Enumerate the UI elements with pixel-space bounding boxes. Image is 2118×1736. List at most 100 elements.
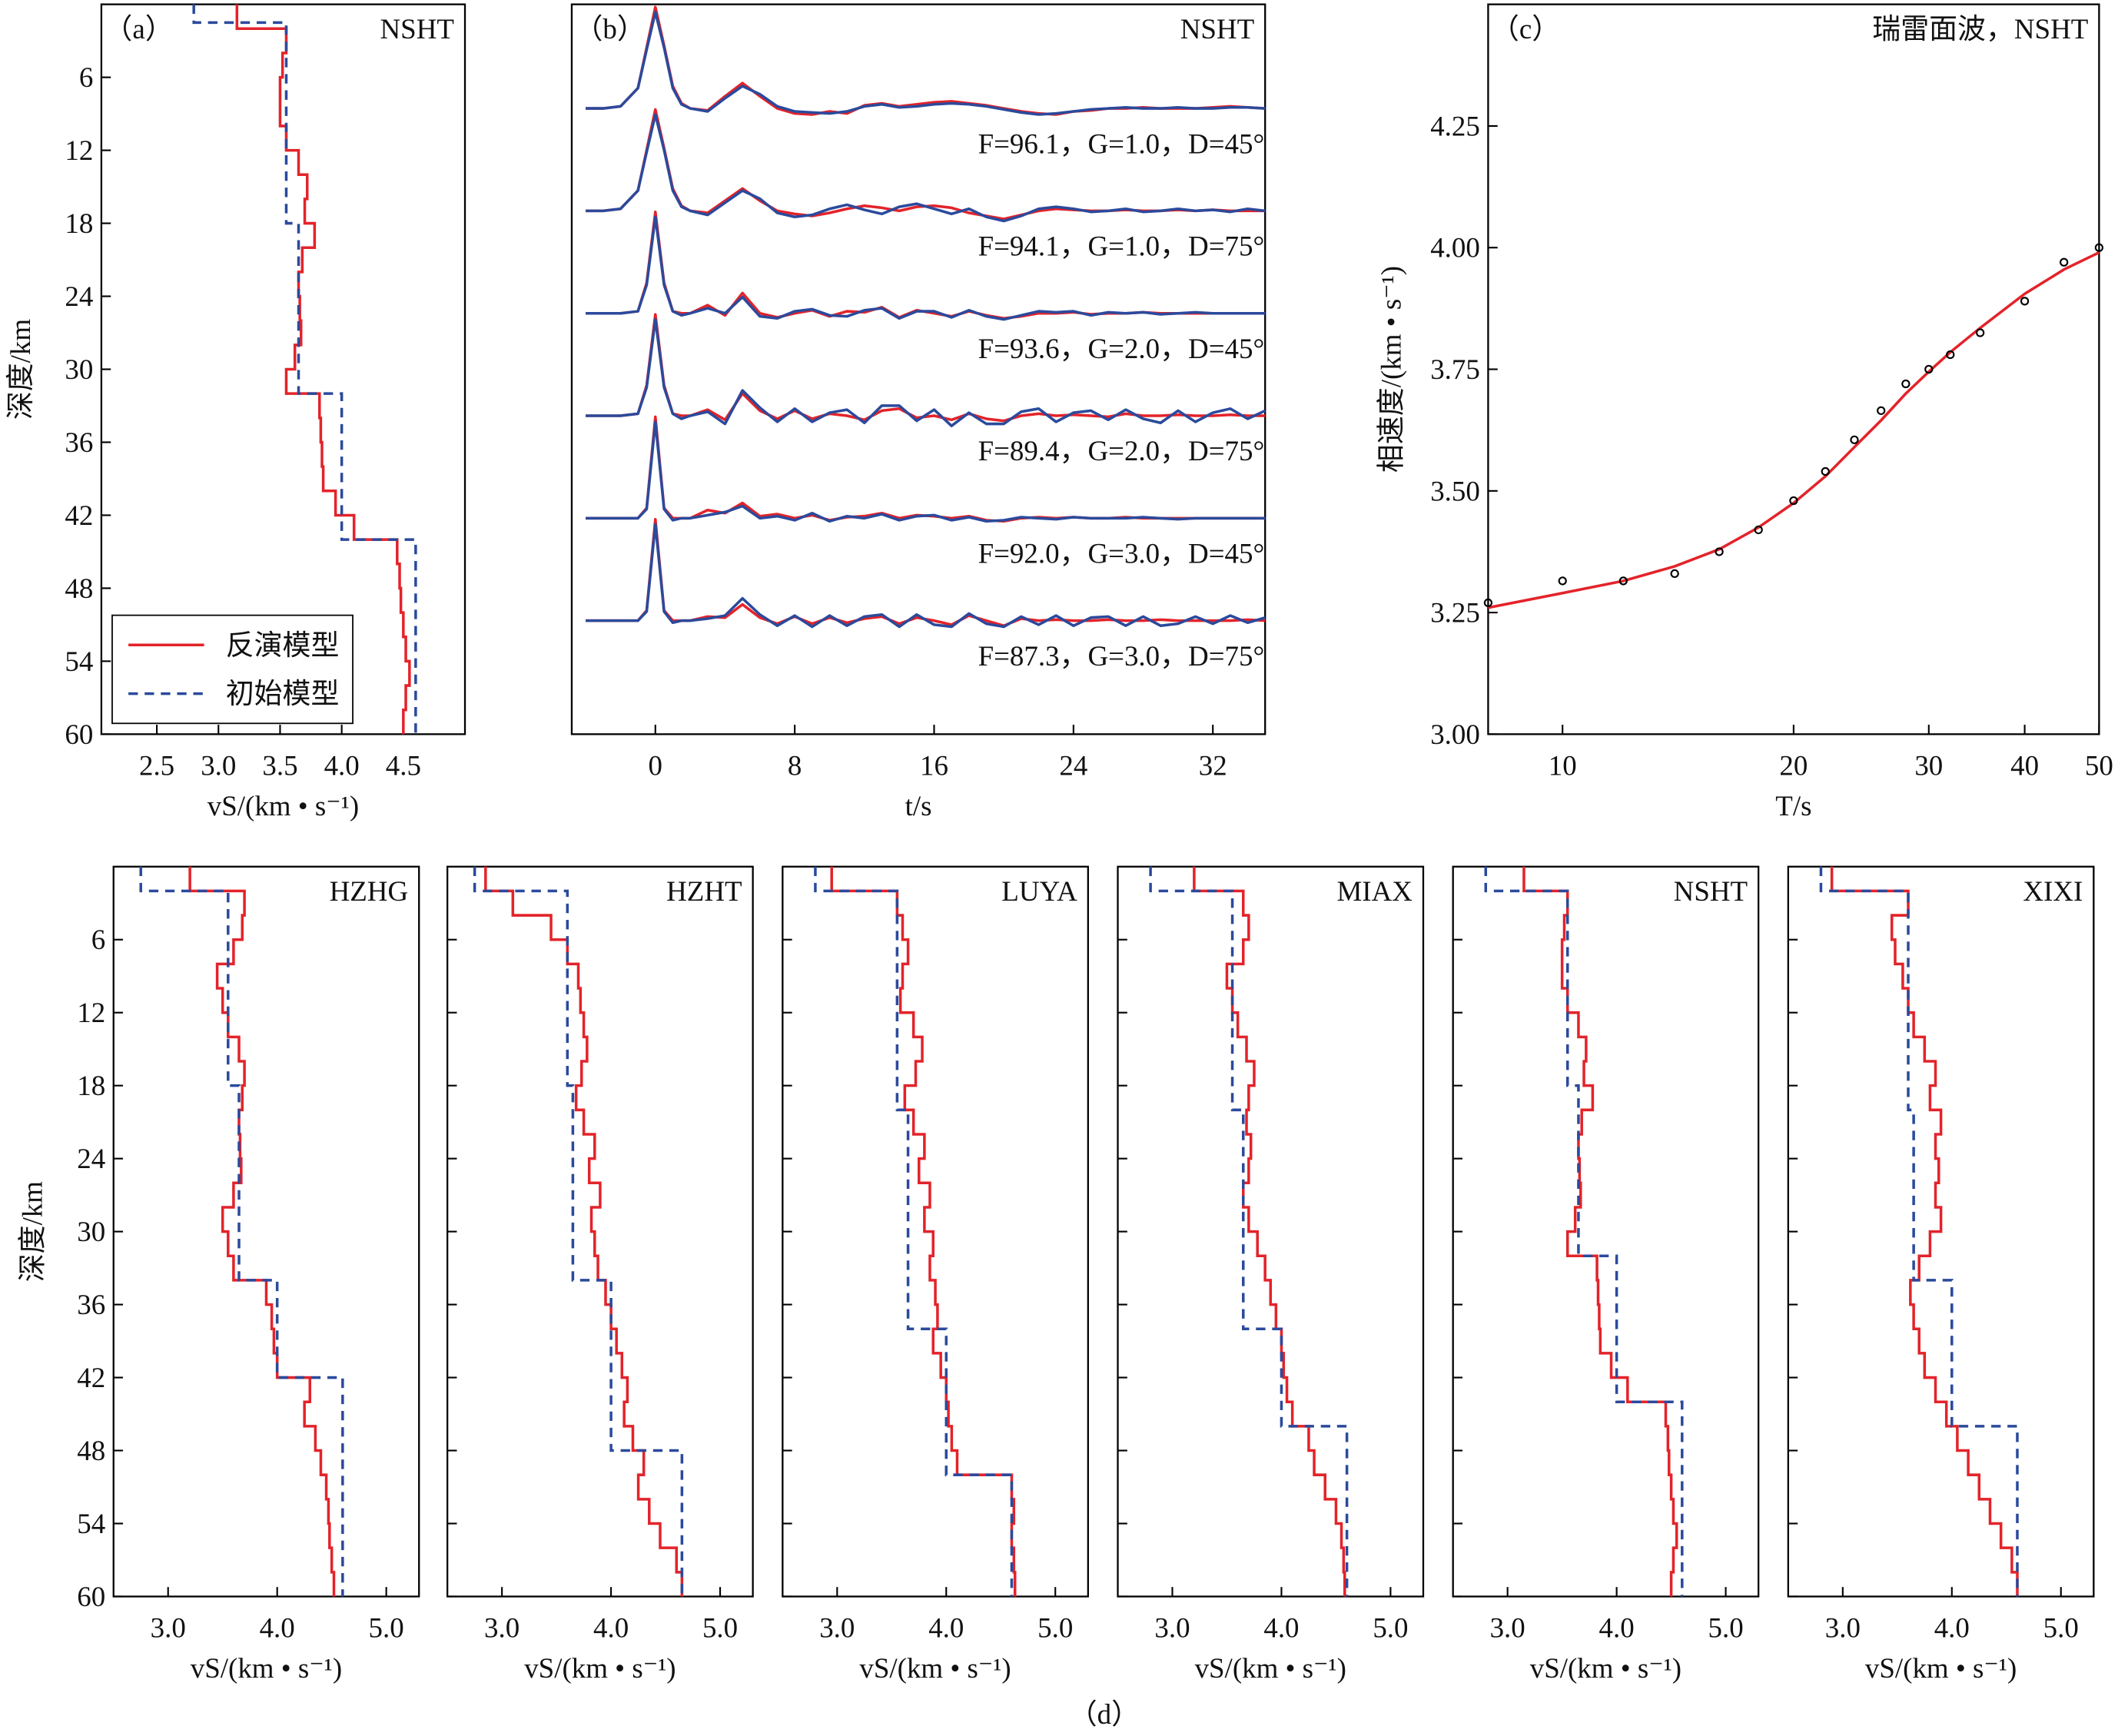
frame xyxy=(782,865,1089,1598)
data-point xyxy=(1618,576,1628,586)
data-point xyxy=(1946,350,1955,360)
frame xyxy=(112,865,420,1598)
data-point xyxy=(1483,598,1493,608)
x-tick-label: 4.0 xyxy=(593,1612,629,1643)
y-tick-label: 18 xyxy=(65,207,93,239)
x-tick-label: 3.0 xyxy=(1154,1612,1190,1643)
waveform xyxy=(586,113,1266,223)
x-tick-label: 5.0 xyxy=(369,1612,404,1643)
y-tick-label: 18 xyxy=(77,1070,105,1101)
velocity-profile xyxy=(1484,866,1684,1597)
waveform xyxy=(586,215,1266,321)
y-tick-label: 54 xyxy=(77,1508,105,1539)
x-tick-label: 4.0 xyxy=(1934,1612,1970,1643)
velocity-profile xyxy=(830,866,1017,1597)
y-axis-label: 深度/km xyxy=(5,319,36,420)
x-axis-label: vS/(km • s⁻¹) xyxy=(1530,1652,1681,1685)
trace-label: F=93.6，G=2.0，D=45° xyxy=(978,333,1265,364)
panel-title: NSHT xyxy=(1180,13,1254,45)
data-point xyxy=(1976,328,1985,337)
legend-label: 反演模型 xyxy=(226,629,340,661)
y-tick-label: 12 xyxy=(77,997,105,1028)
y-tick-label: 3.50 xyxy=(1430,475,1480,506)
y-tick-label: 4.00 xyxy=(1430,232,1480,264)
panel-title: HZHG xyxy=(330,875,409,907)
data-point xyxy=(1901,379,1911,389)
data-point xyxy=(1558,576,1567,586)
x-tick-label: 24 xyxy=(1059,749,1087,781)
x-axis-label: vS/(km • s⁻¹) xyxy=(1195,1652,1346,1685)
x-tick-label: 5.0 xyxy=(1373,1612,1408,1643)
data-point xyxy=(1670,569,1679,579)
x-tick-label: 8 xyxy=(788,749,802,781)
waveform xyxy=(586,517,1266,627)
panel-title: MIAX xyxy=(1336,875,1412,907)
velocity-profile xyxy=(1819,866,2019,1597)
velocity-profile xyxy=(473,866,684,1597)
waveform xyxy=(586,317,1266,427)
x-tick-label: 3.0 xyxy=(1490,1612,1525,1643)
dispersion-curve xyxy=(1488,251,2100,609)
velocity-profile xyxy=(1193,866,1346,1597)
x-tick-label: 3.0 xyxy=(201,749,236,781)
frame xyxy=(1487,3,2100,735)
legend-box xyxy=(111,614,354,725)
y-tick-label: 48 xyxy=(65,573,93,604)
x-tick-label: 50 xyxy=(2085,749,2113,781)
x-tick-label: 3.0 xyxy=(819,1612,855,1643)
x-tick-label: 3.5 xyxy=(262,749,297,781)
data-point xyxy=(2060,257,2069,267)
data-point xyxy=(1754,525,1763,535)
panel-title: NSHT xyxy=(380,13,454,45)
x-axis-label: vS/(km • s⁻¹) xyxy=(859,1652,1011,1685)
x-tick-label: 4.5 xyxy=(386,749,421,781)
x-axis-label: t/s xyxy=(905,790,932,822)
waveform xyxy=(586,108,1266,221)
panel-title: HZHT xyxy=(666,875,742,907)
frame xyxy=(570,3,1266,735)
frame xyxy=(1452,865,1760,1598)
panel-label: （c） xyxy=(1491,13,1560,45)
frame xyxy=(447,865,754,1598)
y-tick-label: 3.75 xyxy=(1430,354,1480,385)
data-point xyxy=(2094,243,2104,252)
trace-label: F=94.1，G=1.0，D=75° xyxy=(978,231,1265,262)
x-tick-label: 4.0 xyxy=(928,1612,964,1643)
waveform xyxy=(586,211,1266,320)
waveform xyxy=(586,420,1266,523)
panel-label: （b） xyxy=(574,13,645,45)
x-tick-label: 32 xyxy=(1199,749,1227,781)
data-point xyxy=(1850,435,1859,444)
y-axis-label: 深度/km xyxy=(17,1181,48,1283)
y-tick-label: 3.00 xyxy=(1430,719,1480,750)
data-point xyxy=(1924,364,1934,374)
data-point xyxy=(2020,297,2030,306)
x-axis-label: vS/(km • s⁻¹) xyxy=(524,1652,676,1685)
y-tick-label: 30 xyxy=(77,1216,105,1247)
y-tick-label: 30 xyxy=(65,354,93,385)
figure-caption: （d） xyxy=(1069,1698,1140,1730)
y-tick-label: 3.25 xyxy=(1430,597,1480,629)
y-tick-label: 60 xyxy=(77,1581,105,1612)
x-axis-label: vS/(km • s⁻¹) xyxy=(207,790,359,822)
data-point xyxy=(1877,406,1886,415)
trace-label: F=92.0，G=3.0，D=45° xyxy=(978,538,1265,569)
data-point xyxy=(1715,547,1724,556)
waveform xyxy=(586,5,1266,116)
y-tick-label: 42 xyxy=(65,500,93,531)
x-tick-label: 4.0 xyxy=(1599,1612,1635,1643)
x-tick-label: 2.5 xyxy=(139,749,174,781)
x-tick-label: 4.0 xyxy=(260,1612,295,1643)
x-axis-label: vS/(km • s⁻¹) xyxy=(1865,1652,2017,1685)
velocity-profile xyxy=(192,4,417,735)
velocity-profile xyxy=(1522,866,1678,1597)
y-tick-label: 6 xyxy=(91,924,105,955)
waveform xyxy=(586,415,1266,523)
trace-label: F=87.3，G=3.0，D=75° xyxy=(978,640,1265,672)
data-point xyxy=(1789,496,1798,506)
x-tick-label: 5.0 xyxy=(1708,1612,1744,1643)
velocity-profile xyxy=(1149,866,1349,1597)
velocity-profile xyxy=(1830,866,2019,1597)
y-tick-label: 24 xyxy=(77,1143,105,1174)
